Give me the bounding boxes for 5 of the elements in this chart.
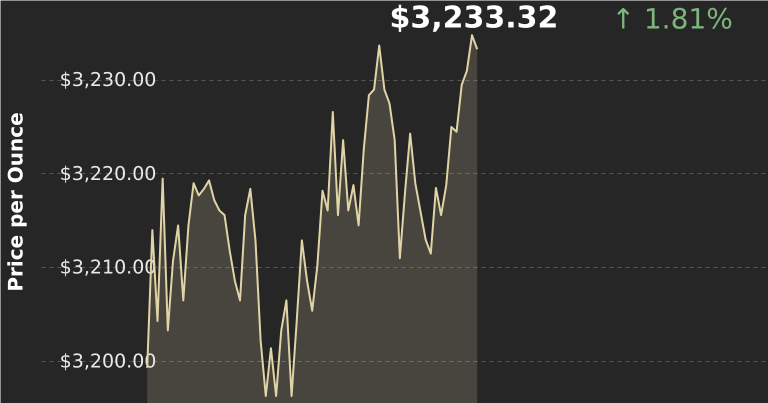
y-tick-label: $3,230.00 [60, 69, 156, 92]
annotation: $3,233.32 [390, 0, 558, 36]
y-tick-label: $3,220.00 [60, 162, 156, 185]
annotation: ↑ 1.81% [612, 2, 733, 36]
y-axis-title: Price per Ounce [4, 112, 28, 292]
